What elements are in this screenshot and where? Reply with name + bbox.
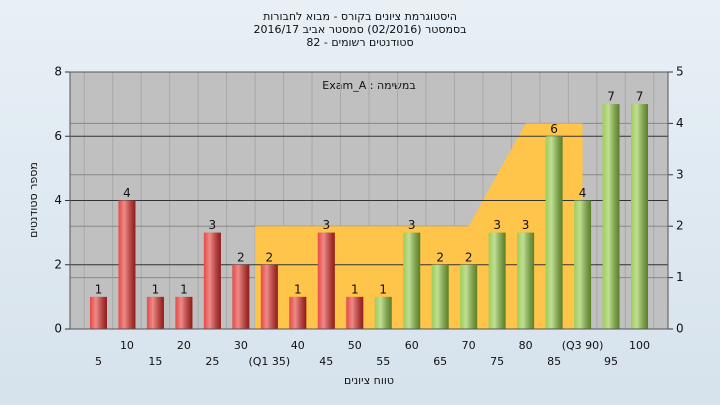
x-tick-label: 75	[490, 355, 504, 368]
x-tick-label: 15	[148, 355, 162, 368]
x-axis-label: טווח ציונים	[344, 374, 394, 387]
bar-shade	[289, 296, 307, 329]
value-label: 1	[95, 282, 103, 296]
bar-shade	[545, 136, 563, 329]
x-tick-label: 85	[547, 355, 561, 368]
bar-shade	[517, 232, 535, 329]
y-tick-label: 2	[54, 257, 62, 271]
value-label: 3	[322, 218, 330, 232]
y2-tick-label: 0	[676, 322, 684, 336]
title-line: בסמסטר (02/2016) סמסטר אביב 2016/17	[253, 23, 466, 36]
bar-shade	[260, 264, 278, 329]
x-tick-label: 70	[462, 339, 476, 352]
value-label: 2	[266, 250, 274, 264]
y2-tick-label: 2	[676, 219, 684, 233]
value-label: 3	[209, 218, 217, 232]
title-line: היסטוגרמת ציונים בקורס - מבוא לחבורות	[263, 10, 457, 23]
x-tick-label: 100	[629, 339, 650, 352]
value-label: 6	[550, 122, 558, 136]
x-tick-label: 50	[348, 339, 362, 352]
x-tick-label: 55	[376, 355, 390, 368]
value-label: 2	[465, 250, 473, 264]
value-label: 2	[436, 250, 444, 264]
x-tick-label: 45	[319, 355, 333, 368]
y-tick-label: 6	[54, 129, 62, 143]
y2-tick-label: 5	[676, 65, 684, 79]
plot-border	[69, 71, 669, 330]
bar-shade	[574, 200, 592, 329]
x-tick-label: (Q1 35)	[248, 355, 290, 368]
value-label: 1	[294, 282, 302, 296]
bar-shade	[89, 296, 107, 329]
value-label: 4	[579, 186, 587, 200]
x-tick-label: 60	[405, 339, 419, 352]
bar-shade	[631, 104, 649, 329]
value-label: 1	[379, 282, 387, 296]
bar-shade	[403, 232, 421, 329]
x-tick-label: 30	[234, 339, 248, 352]
y-tick-label: 4	[54, 193, 62, 207]
y2-tick-label: 3	[676, 167, 684, 181]
bar-shade	[146, 296, 164, 329]
x-tick-label: 20	[177, 339, 191, 352]
value-label: 7	[636, 90, 644, 104]
bar-shade	[374, 296, 392, 329]
value-label: 1	[152, 282, 160, 296]
y2-tick-label: 4	[676, 116, 684, 130]
bar-shade	[488, 232, 506, 329]
value-label: 2	[237, 250, 245, 264]
x-tick-label: 80	[519, 339, 533, 352]
x-tick-label: 40	[291, 339, 305, 352]
bar-shade	[118, 200, 136, 329]
bar-shade	[175, 296, 193, 329]
bar-shade	[203, 232, 221, 329]
value-label: 3	[493, 218, 501, 232]
value-label: 3	[408, 218, 416, 232]
bar-shade	[431, 264, 449, 329]
y-tick-label: 0	[54, 322, 62, 336]
y2-tick-label: 1	[676, 270, 684, 284]
title-line: סטודנטים רשומים - 82	[306, 36, 413, 49]
y-axis-label: מספר סטודנטים	[27, 162, 40, 238]
x-tick-label: 10	[120, 339, 134, 352]
bar-shade	[460, 264, 478, 329]
bar-shade	[346, 296, 364, 329]
value-label: 4	[123, 186, 131, 200]
value-label: 7	[607, 90, 615, 104]
bar-shade	[232, 264, 250, 329]
bar-shade	[317, 232, 335, 329]
x-tick-label: 5	[95, 355, 102, 368]
value-label: 3	[522, 218, 530, 232]
x-tick-label: 25	[205, 355, 219, 368]
value-label: 1	[180, 282, 188, 296]
y-tick-label: 8	[54, 65, 62, 79]
x-tick-label: 95	[604, 355, 618, 368]
x-tick-label: (Q3 90)	[562, 339, 604, 352]
bar-shade	[602, 104, 620, 329]
x-tick-label: 65	[433, 355, 447, 368]
value-label: 1	[351, 282, 359, 296]
